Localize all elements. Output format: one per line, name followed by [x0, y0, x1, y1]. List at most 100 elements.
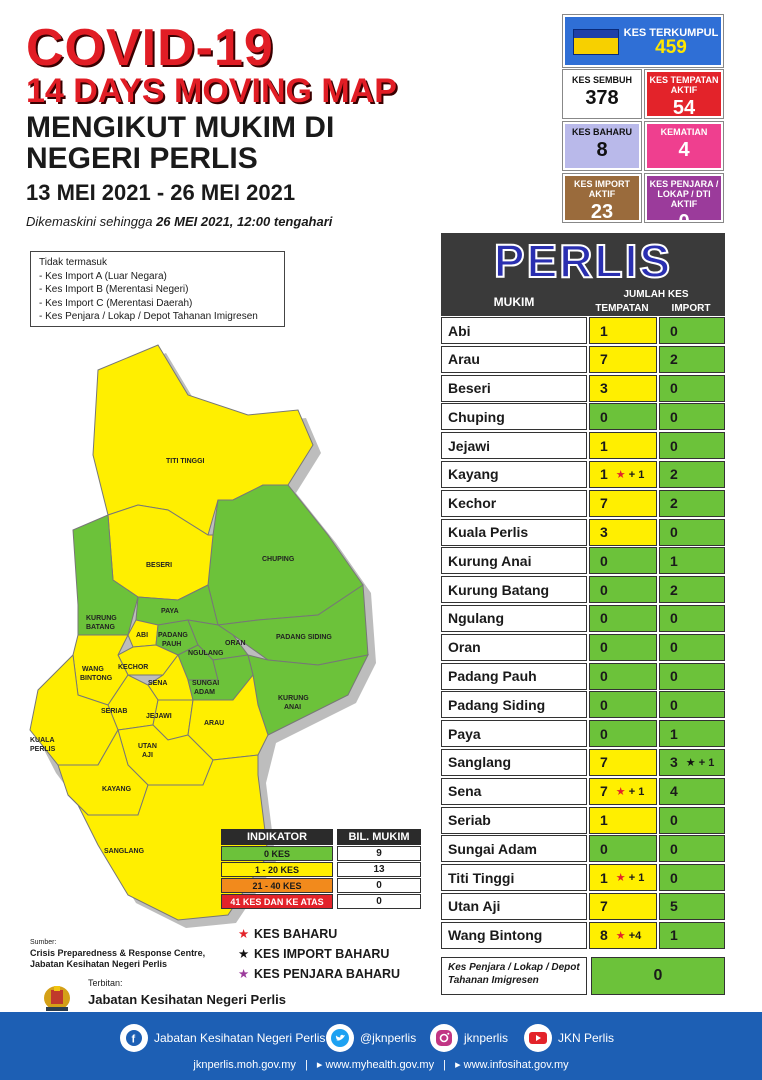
- table-row: Padang Siding 0 0: [441, 691, 725, 720]
- footer: f Jabatan Kesihatan Negeri Perlis @jknpe…: [0, 1012, 762, 1080]
- notes-item: - Kes Import A (Luar Negara): [39, 270, 167, 282]
- tempatan-value: 7: [600, 754, 608, 771]
- map-label-sungai-adam-2: ADAM: [194, 689, 215, 696]
- new-case-count: + 1: [628, 785, 645, 798]
- instagram-link[interactable]: jknperlis: [430, 1024, 508, 1052]
- footer-link[interactable]: www.infosihat.gov.my: [463, 1059, 569, 1071]
- tempatan-cell: 0: [589, 547, 657, 575]
- tempatan-value: 3: [600, 524, 608, 541]
- footer-link[interactable]: www.myhealth.gov.my: [325, 1059, 435, 1071]
- indicator-label: 41 KES DAN KE ATAS: [221, 894, 333, 909]
- import-cell: 0: [659, 864, 725, 892]
- tempatan-cell: 7: [589, 345, 657, 373]
- import-cell: 4: [659, 777, 725, 805]
- new-case-note: ★ +4: [616, 929, 641, 942]
- map-label-wang-bintong-2: BINTONG: [80, 675, 113, 682]
- mukim-name: Beseri: [441, 374, 587, 402]
- legend-label: KES IMPORT BAHARU: [254, 947, 390, 961]
- source-line-1: Crisis Preparedness & Response Centre,: [30, 947, 206, 958]
- notes-item: - Kes Import B (Merentasi Negeri): [39, 284, 189, 295]
- legend-item: ★ KES BAHARU: [238, 924, 400, 944]
- separator-icon: |: [443, 1059, 446, 1071]
- tempatan-cell: 0: [589, 633, 657, 661]
- legend-item: ★ KES IMPORT BAHARU: [238, 944, 400, 964]
- mukim-name: Wang Bintong: [441, 921, 587, 949]
- tempatan-value: 1: [600, 466, 608, 483]
- import-value: 0: [670, 668, 678, 685]
- table-row: Kurung Batang 0 2: [441, 576, 725, 605]
- footer-links: jknperlis.moh.gov.my | ▸ www.myhealth.go…: [0, 1058, 762, 1071]
- tempatan-cell: 7: [589, 748, 657, 776]
- import-value: 0: [670, 869, 678, 886]
- import-value: 2: [670, 495, 678, 512]
- import-cell: 0: [659, 403, 725, 431]
- mukim-name: Kurung Anai: [441, 547, 587, 575]
- new-case-count: + 1: [628, 468, 645, 481]
- import-cell: 0: [659, 691, 725, 719]
- table-row: Kayang 1 ★ + 1 2: [441, 460, 725, 490]
- import-value: 2: [670, 351, 678, 368]
- update-note: Dikemaskini sehingga 26 MEI 2021, 12:00 …: [26, 214, 332, 229]
- penjara-value: 0: [591, 957, 725, 995]
- stat-new-cases: KES BAHARU 8: [562, 121, 642, 171]
- indicator-row: 0 KES 9: [221, 846, 421, 861]
- table-row: Sena 7 ★ + 1 4: [441, 777, 725, 807]
- mukim-name: Jejawi: [441, 432, 587, 460]
- tempatan-value: 0: [600, 696, 608, 713]
- youtube-link[interactable]: JKN Perlis: [524, 1024, 614, 1052]
- indicator-label: 21 - 40 KES: [221, 878, 333, 893]
- tempatan-value: 0: [600, 581, 608, 598]
- legend-label: KES BAHARU: [254, 927, 338, 941]
- indicator-header: INDIKATOR BIL. MUKIM: [221, 829, 421, 845]
- table-row: Paya 0 1: [441, 720, 725, 749]
- import-cell: 0: [659, 806, 725, 834]
- penjara-row: Kes Penjara / Lokap / Depot Tahanan Imig…: [441, 957, 725, 995]
- indicator-count: 13: [337, 862, 421, 877]
- import-value: 0: [670, 840, 678, 857]
- tempatan-cell: 1: [589, 806, 657, 834]
- tempatan-cell: 7: [589, 489, 657, 517]
- tempatan-cell: 0: [589, 604, 657, 632]
- red-star-icon: ★: [615, 468, 629, 481]
- purple-star-icon: ★: [238, 967, 250, 981]
- tempatan-value: 0: [600, 668, 608, 685]
- new-import-count: + 1: [698, 756, 715, 769]
- notes-item: - Kes Penjara / Lokap / Depot Tahanan Im…: [39, 311, 258, 322]
- map-label-sungai-adam-1: SUNGAI: [192, 680, 219, 687]
- map-label-kuala-perlis-1: KUALA: [30, 737, 55, 744]
- heading-line-2: NEGERI PERLIS: [26, 142, 258, 175]
- mukim-name: Sungai Adam: [441, 835, 587, 863]
- page-title: COVID-19: [26, 19, 274, 77]
- facebook-link[interactable]: f Jabatan Kesihatan Negeri Perlis: [120, 1024, 325, 1052]
- tempatan-value: 7: [600, 495, 608, 512]
- heading-line-1: MENGIKUT MUKIM DI: [26, 111, 335, 144]
- indicator-row: 21 - 40 KES 0: [221, 878, 421, 893]
- map-label-kayang: KAYANG: [102, 786, 132, 793]
- new-case-count: + 1: [628, 872, 645, 885]
- map-label-titi-tinggi: TITI TINGGI: [166, 458, 205, 465]
- import-value: 0: [670, 610, 678, 627]
- penjara-label: Kes Penjara / Lokap / Depot Tahanan Imig…: [441, 957, 587, 995]
- instagram-icon: [430, 1024, 458, 1052]
- stat-active-import: KES IMPORT AKTIF 23: [562, 173, 642, 223]
- tempatan-value: 8: [600, 927, 608, 944]
- map-label-arau: ARAU: [204, 720, 224, 727]
- import-cell: 2: [659, 345, 725, 373]
- stat-value: 8: [596, 138, 608, 161]
- indicator-row: 1 - 20 KES 13: [221, 862, 421, 877]
- tempatan-value: 7: [600, 783, 608, 800]
- red-star-icon: ★: [615, 785, 629, 798]
- footer-link[interactable]: jknperlis.moh.gov.my: [193, 1059, 296, 1071]
- table-row: Wang Bintong 8 ★ +4 1: [441, 921, 725, 951]
- map-label-wang-bintong-1: WANG: [82, 666, 104, 673]
- import-value: 2: [670, 466, 678, 483]
- mukim-name: Titi Tinggi: [441, 864, 587, 892]
- import-cell: 2: [659, 460, 725, 488]
- stat-label: KEMATIAN: [660, 127, 708, 137]
- tempatan-cell: 0: [589, 576, 657, 604]
- mukim-name: Oran: [441, 633, 587, 661]
- twitter-link[interactable]: @jknperlis: [326, 1024, 416, 1052]
- table-row: Kechor 7 2: [441, 489, 725, 519]
- table-row: Chuping 0 0: [441, 403, 725, 432]
- import-cell: 0: [659, 662, 725, 690]
